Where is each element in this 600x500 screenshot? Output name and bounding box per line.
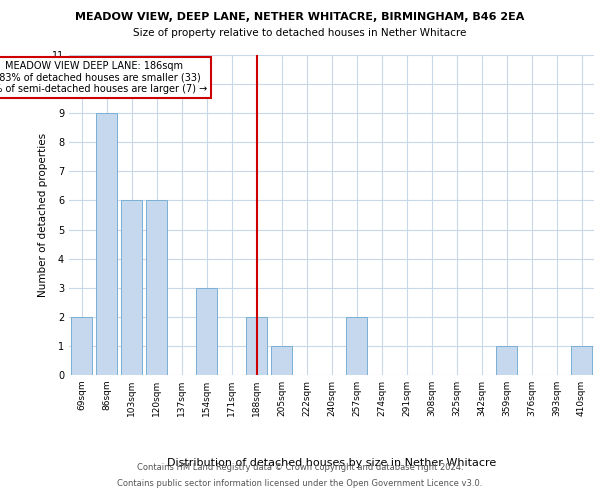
Bar: [271, 346, 292, 375]
Bar: [121, 200, 142, 375]
Bar: [571, 346, 592, 375]
Bar: [346, 317, 367, 375]
X-axis label: Distribution of detached houses by size in Nether Whitacre: Distribution of detached houses by size …: [167, 458, 496, 468]
Bar: [196, 288, 217, 375]
Text: MEADOW VIEW DEEP LANE: 186sqm
← 83% of detached houses are smaller (33)
18% of s: MEADOW VIEW DEEP LANE: 186sqm ← 83% of d…: [0, 61, 207, 94]
Bar: [71, 317, 92, 375]
Bar: [246, 317, 267, 375]
Text: Size of property relative to detached houses in Nether Whitacre: Size of property relative to detached ho…: [133, 28, 467, 38]
Bar: [496, 346, 517, 375]
Bar: [146, 200, 167, 375]
Text: MEADOW VIEW, DEEP LANE, NETHER WHITACRE, BIRMINGHAM, B46 2EA: MEADOW VIEW, DEEP LANE, NETHER WHITACRE,…: [76, 12, 524, 22]
Text: Contains HM Land Registry data © Crown copyright and database right 2024.: Contains HM Land Registry data © Crown c…: [137, 464, 463, 472]
Bar: [96, 113, 117, 375]
Y-axis label: Number of detached properties: Number of detached properties: [38, 133, 48, 297]
Text: Contains public sector information licensed under the Open Government Licence v3: Contains public sector information licen…: [118, 478, 482, 488]
